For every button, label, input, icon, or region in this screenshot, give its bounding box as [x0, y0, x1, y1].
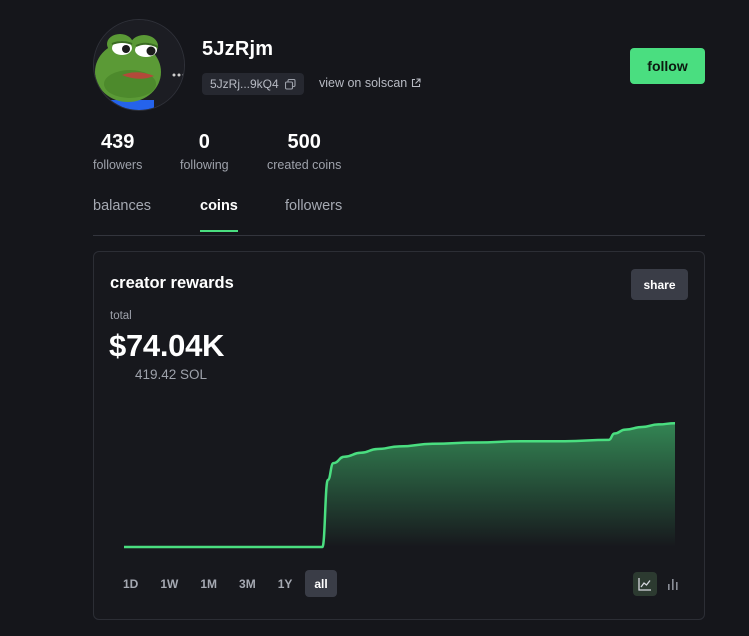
bar-chart-icon — [668, 579, 678, 590]
stat-label: followers — [93, 158, 143, 172]
avatar — [93, 19, 185, 111]
total-sol: 419.42 SOL — [135, 367, 208, 382]
creator-rewards-card: creator rewards share total $74.04K 419.… — [93, 251, 705, 620]
stat-following[interactable]: 0 following — [180, 130, 229, 172]
line-chart-icon — [638, 578, 651, 591]
bar-view-toggle[interactable] — [661, 572, 685, 596]
follow-button[interactable]: follow — [630, 48, 705, 84]
stat-label: created coins — [267, 158, 342, 172]
range-1y-button[interactable]: 1Y — [269, 570, 302, 597]
wallet-address: 5JzRj...9kQ4 — [210, 77, 279, 91]
copy-address-button[interactable]: 5JzRj...9kQ4 — [202, 73, 304, 95]
tab-balances[interactable]: balances — [93, 198, 152, 214]
frog-avatar-icon — [94, 20, 184, 110]
share-button[interactable]: share — [631, 269, 688, 300]
stat-value: 500 — [287, 131, 321, 153]
stat-value: 439 — [100, 131, 135, 153]
range-3m-button[interactable]: 3M — [230, 570, 265, 597]
tab-coins[interactable]: coins — [200, 198, 238, 232]
stat-followers[interactable]: 439 followers — [93, 130, 142, 172]
stat-value: 0 — [198, 131, 210, 153]
profile-tabs: balances coins followers — [93, 190, 705, 236]
line-view-toggle[interactable] — [633, 572, 657, 596]
stat-created-coins: 500 created coins — [267, 130, 341, 172]
card-title: creator rewards — [110, 274, 234, 292]
copy-icon — [284, 78, 296, 90]
total-label: total — [110, 310, 132, 322]
chart-line — [124, 421, 676, 549]
chart-area — [322, 423, 675, 547]
range-1d-button[interactable]: 1D — [114, 570, 147, 597]
external-link-icon — [412, 78, 421, 88]
total-value: $74.04K — [109, 328, 225, 363]
stat-label: following — [180, 158, 229, 172]
username: 5JzRjm — [202, 38, 274, 60]
view-on-solscan-link[interactable]: view on solscan — [319, 76, 421, 90]
range-all-button[interactable]: all — [305, 570, 337, 597]
tab-followers[interactable]: followers — [285, 198, 343, 214]
rewards-chart — [124, 421, 676, 549]
solscan-link-label: view on solscan — [319, 76, 408, 90]
range-1m-button[interactable]: 1M — [191, 570, 226, 597]
range-1w-button[interactable]: 1W — [151, 570, 187, 597]
time-range-selector: 1D 1W 1M 3M 1Y all — [114, 570, 341, 597]
